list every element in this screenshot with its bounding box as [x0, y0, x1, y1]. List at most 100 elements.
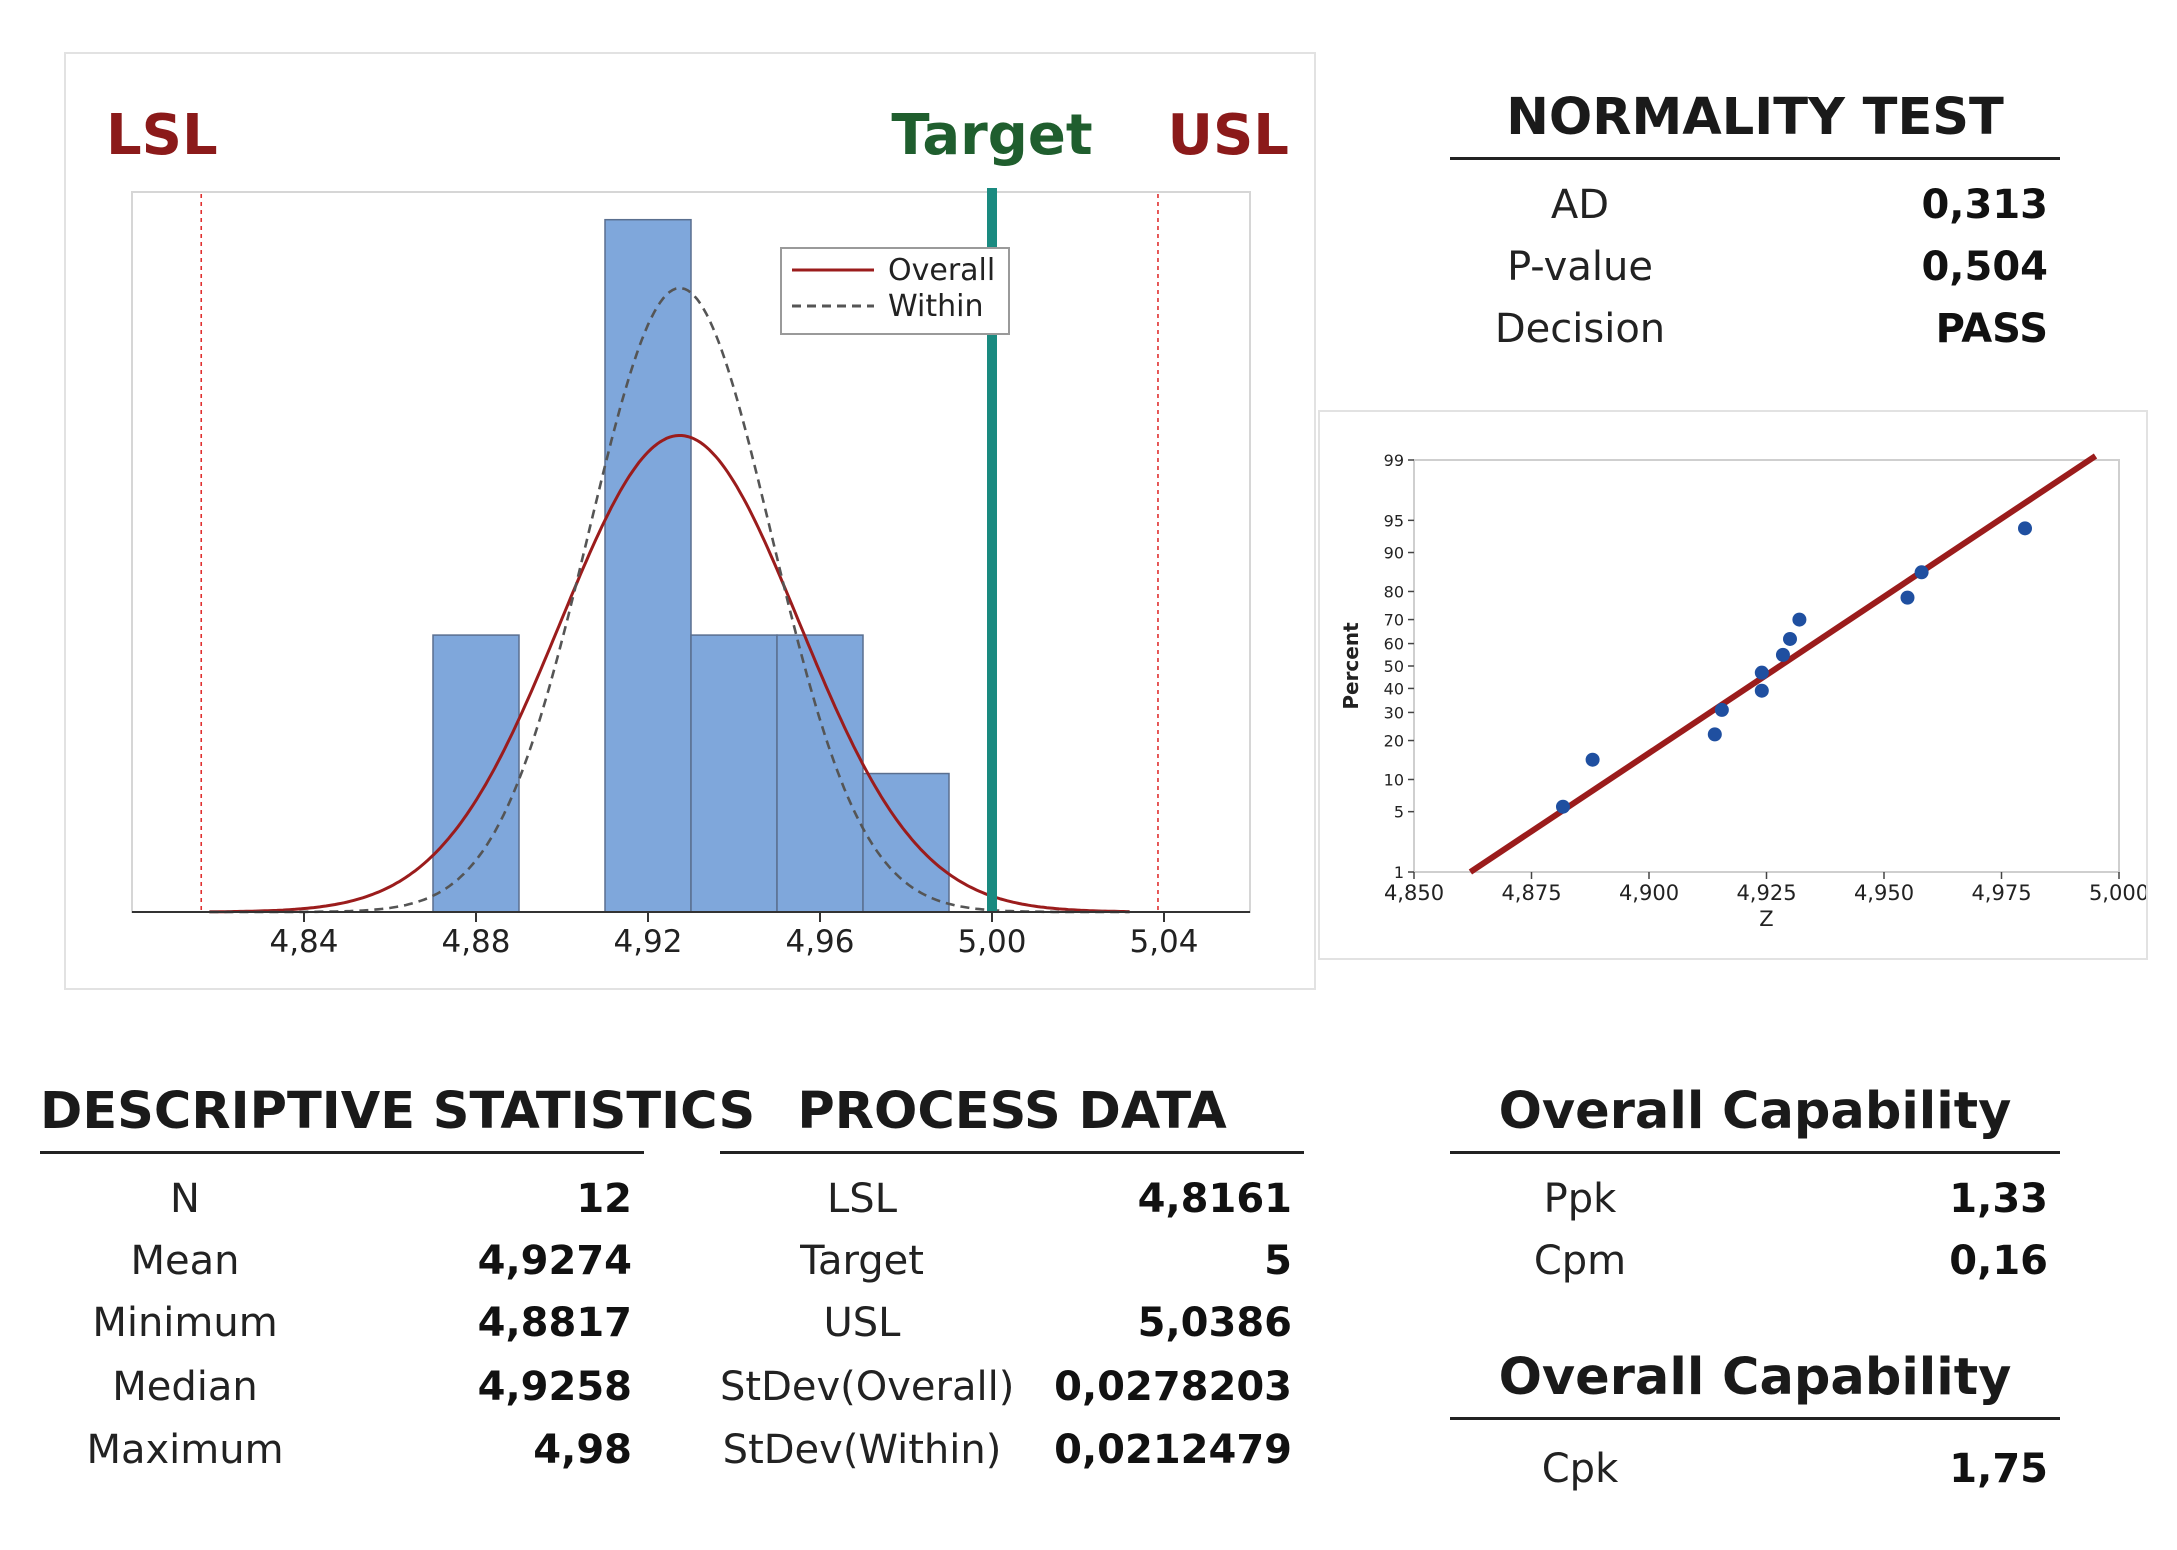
process-row-lsl: LSL 4,8161	[720, 1176, 1304, 1238]
descriptive-row-median: Median 4,9258	[40, 1364, 644, 1426]
stat-label: StDev(Overall)	[720, 1364, 1015, 1410]
within-capability-title: Overall Capability	[1450, 1348, 2060, 1420]
data-point	[1914, 565, 1929, 580]
stat-label: Ppk	[1543, 1176, 1617, 1222]
y-tick-label: 90	[1384, 544, 1404, 563]
stat-label: StDev(Within)	[722, 1427, 1002, 1473]
stat-value: 4,98	[533, 1427, 632, 1473]
stat-value: PASS	[1935, 306, 2048, 352]
y-tick-label: 5	[1394, 803, 1404, 822]
data-point	[1754, 683, 1769, 698]
stat-label: AD	[1550, 182, 1610, 228]
y-tick-label: 20	[1384, 732, 1404, 751]
data-point	[1792, 612, 1807, 627]
normality-test-title: NORMALITY TEST	[1450, 88, 2060, 160]
stat-value: 1,33	[1949, 1176, 2048, 1222]
process-data-section: PROCESS DATA LSL 4,8161 Target 5 USL 5,0…	[720, 1082, 1304, 1502]
y-tick-label: 80	[1384, 582, 1404, 601]
stat-value: 0,0212479	[1054, 1427, 1292, 1473]
data-point	[1585, 752, 1600, 767]
stat-value: 0,504	[1921, 244, 2048, 290]
overall-row-cpm: Cpm 0,16	[1450, 1238, 2060, 1300]
process-row-target: Target 5	[720, 1238, 1304, 1300]
x-tick-label: 5,00	[957, 924, 1026, 960]
capability-histogram: LSL Target USL 4,84 4,88 4,92 4,96 5,00 5,04 Ov…	[106, 103, 1290, 960]
stat-label: Mean	[130, 1238, 240, 1284]
stat-value: 4,9258	[477, 1364, 632, 1410]
x-tick-label: 4,875	[1501, 881, 1561, 905]
descriptive-statistics-title: DESCRIPTIVE STATISTICS	[40, 1082, 755, 1154]
x-tick-label: 4,975	[1971, 881, 2031, 905]
legend-box	[780, 247, 1010, 335]
y-tick-label: 60	[1384, 635, 1404, 654]
descriptive-row-minimum: Minimum 4,8817	[40, 1300, 644, 1362]
stat-label: Cpk	[1541, 1446, 1619, 1492]
data-point	[1555, 799, 1570, 814]
x-axis-title: Z	[1759, 907, 1773, 931]
normality-test-section: NORMALITY TEST AD 0,313 P-value 0,504 De…	[1450, 88, 2060, 388]
descriptive-statistics-section: DESCRIPTIVE STATISTICS N 12 Mean 4,9274 …	[40, 1082, 755, 1502]
legend-label: Within	[888, 289, 983, 324]
x-tick-label: 4,84	[269, 924, 338, 960]
stat-label: Target	[800, 1238, 924, 1284]
descriptive-row-n: N 12	[40, 1176, 644, 1238]
legend-label: Overall	[888, 253, 995, 288]
stat-label: Maximum	[86, 1427, 284, 1473]
stat-label: Median	[112, 1364, 258, 1410]
overall-capability-title: Overall Capability	[1450, 1082, 2060, 1154]
y-tick-label: 70	[1384, 611, 1404, 630]
normality-row-ad: AD 0,313	[1450, 182, 2060, 244]
y-tick-label: 95	[1384, 511, 1404, 530]
x-tick-label: 4,850	[1384, 881, 1444, 905]
x-tick-label: 4,900	[1619, 881, 1679, 905]
y-tick-label: 10	[1384, 770, 1404, 789]
lsl-label: LSL	[106, 103, 218, 168]
x-tick-label: 4,950	[1854, 881, 1914, 905]
data-point	[1775, 647, 1790, 662]
process-data-title: PROCESS DATA	[720, 1082, 1304, 1154]
normal-probability-plot: 1 5 10 20 30 40 50 60 70 80 90 95 99 4,850 4,875 4,900 4…	[1339, 451, 2149, 931]
stat-value: 0,313	[1921, 182, 2048, 228]
x-tick-label: 4,96	[785, 924, 854, 960]
stat-value: 4,9274	[477, 1238, 632, 1284]
stat-label: N	[170, 1176, 200, 1222]
stat-value: 0,0278203	[1054, 1364, 1292, 1410]
data-point	[1900, 590, 1915, 605]
within-row-cpk: Cpk 1,75	[1450, 1446, 2060, 1508]
y-tick-label: 99	[1384, 451, 1404, 470]
normal-probability-plot-panel: 1 5 10 20 30 40 50 60 70 80 90 95 99 4,850 4,875 4,900 4…	[1318, 410, 2149, 960]
stat-value: 0,16	[1949, 1238, 2048, 1284]
capability-histogram-panel: LSL Target USL 4,84 4,88 4,92 4,96 5,00 5,04 Ov…	[64, 52, 1316, 990]
histogram-bar	[862, 772, 950, 913]
descriptive-row-mean: Mean 4,9274	[40, 1238, 644, 1300]
descriptive-row-maximum: Maximum 4,98	[40, 1427, 644, 1489]
stat-value: 4,8161	[1137, 1176, 1292, 1222]
stat-value: 1,75	[1949, 1446, 2048, 1492]
stat-value: 5,0386	[1137, 1300, 1292, 1346]
stat-label: Minimum	[92, 1300, 278, 1346]
stat-label: USL	[823, 1300, 901, 1346]
x-tick-label: 4,92	[613, 924, 682, 960]
stat-value: 12	[576, 1176, 632, 1222]
normality-row-p-value: P-value 0,504	[1450, 244, 2060, 306]
usl-label: USL	[1168, 103, 1290, 168]
y-axis-title: Percent	[1339, 622, 1363, 710]
normality-row-decision: Decision PASS	[1450, 306, 2060, 368]
process-row-stdev-overall: StDev(Overall) 0,0278203	[720, 1364, 1304, 1426]
curve-within	[209, 286, 1130, 914]
histogram-bar	[432, 634, 520, 913]
stat-label: Cpm	[1533, 1238, 1627, 1284]
histogram-bar	[690, 634, 778, 913]
curve-overall	[209, 434, 1130, 914]
y-tick-label: 30	[1384, 703, 1404, 722]
target-label: Target	[891, 103, 1092, 168]
y-tick-label: 50	[1384, 657, 1404, 676]
probability-plot-area	[1413, 459, 2120, 873]
data-point	[1783, 631, 1797, 646]
x-tick-label: 5,000	[2089, 881, 2146, 905]
histogram-bar	[776, 634, 864, 913]
overall-row-ppk: Ppk 1,33	[1450, 1176, 2060, 1238]
stat-label: P-value	[1507, 244, 1653, 290]
within-capability-section: Overall Capability Cpk 1,75	[1450, 1348, 2060, 1518]
